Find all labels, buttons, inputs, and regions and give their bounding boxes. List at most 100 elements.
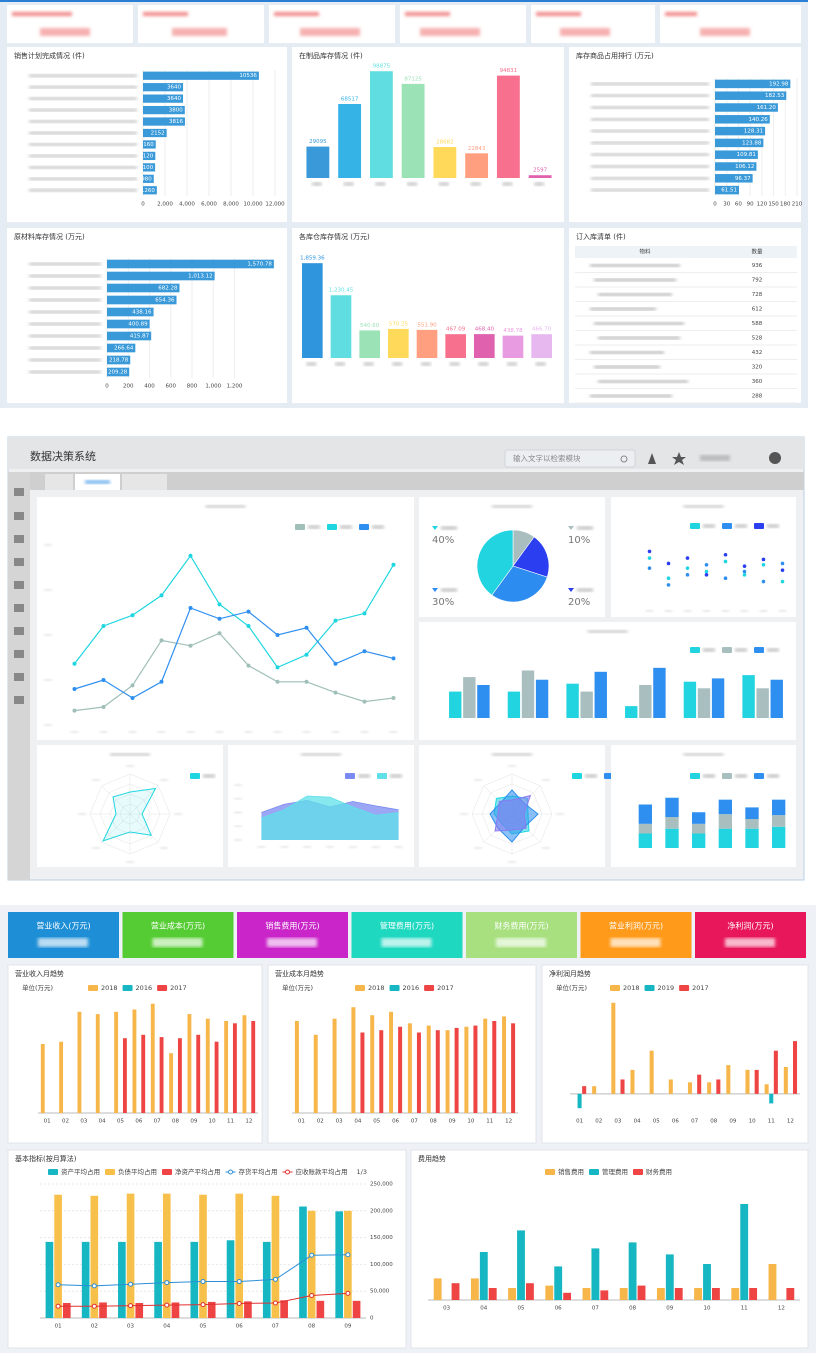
nav-icon[interactable] <box>14 627 24 635</box>
bar <box>697 688 711 718</box>
value-label: 123.88 <box>742 140 762 146</box>
x-tick-label: 1,200 <box>227 384 243 390</box>
bar <box>694 1288 703 1300</box>
cell: 360 <box>752 379 763 385</box>
bar <box>114 1011 119 1113</box>
x-tick-label: 12,000 <box>265 202 285 208</box>
menu-icon[interactable] <box>14 488 24 496</box>
legend-label: 2017 <box>170 984 187 992</box>
blurred-text <box>205 505 246 508</box>
blurred-text <box>44 724 52 726</box>
nav-icon[interactable] <box>14 696 24 704</box>
point <box>304 652 309 657</box>
x-tick-label: 180 <box>780 202 791 208</box>
nav-icon[interactable] <box>14 558 24 566</box>
blurred-text <box>311 182 322 186</box>
kpi-tile <box>466 912 577 958</box>
tab[interactable] <box>122 474 167 490</box>
bar <box>107 295 177 305</box>
settings-icon[interactable] <box>769 452 781 464</box>
blurred-text <box>420 28 480 36</box>
blurred-text <box>70 731 79 733</box>
home-tab[interactable] <box>45 474 73 490</box>
point <box>647 549 652 554</box>
x-tick-label: 10 <box>749 1119 756 1125</box>
blurred-text <box>594 365 660 369</box>
value-label: 1100 <box>139 165 153 171</box>
legend-label: 2017 <box>437 984 454 992</box>
legend-label: 2016 <box>403 984 420 992</box>
bar <box>313 1034 318 1113</box>
blurred-text <box>273 731 282 733</box>
x-tick-label: 09 <box>666 1306 673 1312</box>
nav-icon[interactable] <box>14 581 24 589</box>
unit-label: 单位(万元) <box>556 983 587 992</box>
nav-icon[interactable] <box>14 673 24 681</box>
bar <box>299 1206 307 1318</box>
x-tick-label: 07 <box>272 1324 279 1330</box>
blurred-text <box>598 336 680 340</box>
blurred-text <box>767 648 779 652</box>
blurred-text <box>303 846 312 848</box>
x-tick-label: 1,000 <box>205 384 221 390</box>
point <box>723 552 728 557</box>
blurred-text <box>340 525 352 529</box>
bar <box>81 1241 90 1318</box>
chart-title: 净利润月趋势 <box>549 969 591 978</box>
value-label: 218.78 <box>109 358 129 364</box>
blurred-text <box>590 351 664 354</box>
nav-icon[interactable] <box>14 535 24 543</box>
legend-label: 存货平均占用 <box>239 1167 278 1176</box>
blurred-text <box>587 630 628 633</box>
nav-icon[interactable] <box>14 512 24 520</box>
bar <box>479 1252 488 1300</box>
point <box>391 656 396 661</box>
star-icon[interactable] <box>672 452 686 465</box>
line <box>74 607 394 699</box>
bar <box>745 828 759 848</box>
nav-icon[interactable] <box>14 650 24 658</box>
bar <box>496 75 520 178</box>
bar <box>107 283 180 293</box>
blurred-text <box>591 141 709 145</box>
x-tick-label: 10 <box>704 1306 711 1312</box>
legend-swatch <box>754 773 764 779</box>
point <box>704 563 709 567</box>
x-tick-label: 06 <box>672 1119 679 1125</box>
blurred-text <box>110 753 150 756</box>
y2-tick-label: 150,000 <box>370 1235 393 1241</box>
bar <box>379 1030 384 1113</box>
x-tick-label: 11 <box>227 1119 234 1125</box>
bar <box>169 1053 174 1113</box>
search-box[interactable] <box>504 449 636 468</box>
bar <box>692 833 706 848</box>
nav-icon[interactable] <box>14 604 24 612</box>
bar <box>517 1230 525 1300</box>
blurred-text <box>335 362 345 366</box>
bar <box>637 1285 646 1300</box>
user-name[interactable] <box>700 455 730 461</box>
x-tick-label: 07 <box>691 1119 698 1125</box>
bar <box>143 105 185 115</box>
legend-label: 2019 <box>658 984 675 992</box>
blurred-text <box>591 82 709 86</box>
x-tick-label: 01 <box>44 1119 51 1125</box>
chart-title: 营业成本月趋势 <box>275 969 324 978</box>
bar <box>464 1026 469 1113</box>
panel <box>410 1149 809 1349</box>
y2-tick-label: 100,000 <box>370 1262 393 1268</box>
bar <box>473 1025 478 1113</box>
blurred-text <box>29 262 101 266</box>
bar <box>54 1194 62 1318</box>
bell-icon[interactable] <box>648 453 656 464</box>
x-tick-label: 210 <box>792 202 803 208</box>
bar <box>745 819 759 829</box>
search-icon[interactable] <box>620 455 628 463</box>
bar <box>692 823 706 834</box>
value-label: 467.09 <box>446 327 466 333</box>
value-label: 209.28 <box>108 370 128 376</box>
blurred-text <box>143 12 188 16</box>
radar-axis <box>101 785 131 815</box>
point <box>91 1283 97 1289</box>
point <box>761 579 766 584</box>
